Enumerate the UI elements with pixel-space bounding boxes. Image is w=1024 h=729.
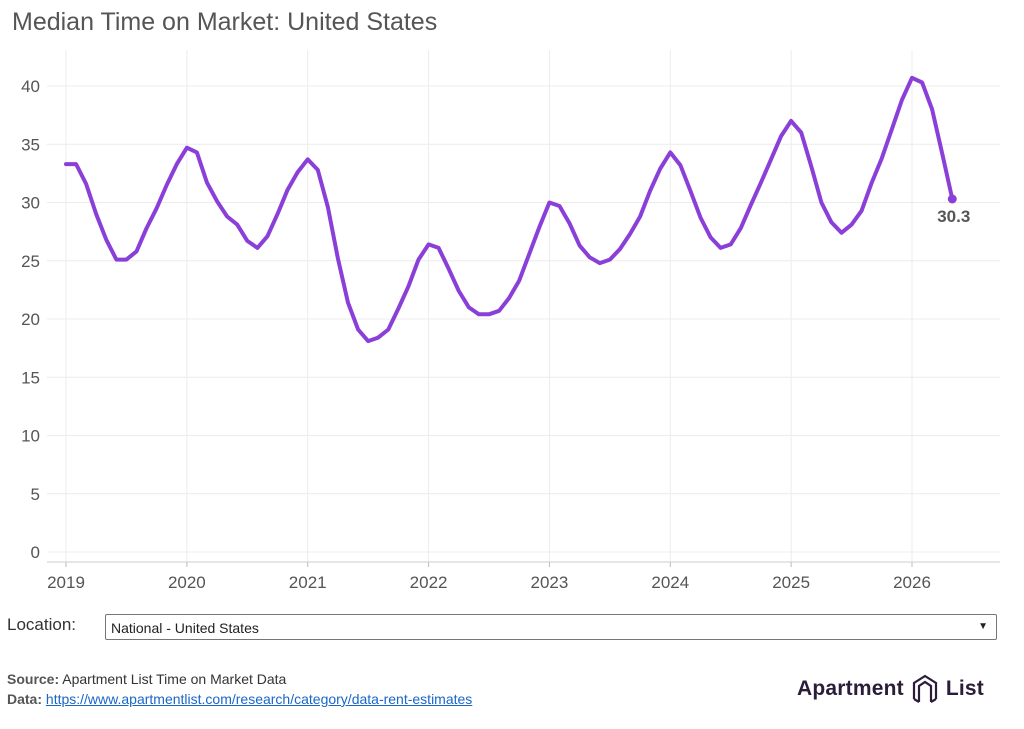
- x-tick-label: 2019: [47, 573, 85, 592]
- footer: Source: Apartment List Time on Market Da…: [7, 669, 472, 709]
- x-tick-label: 2025: [772, 573, 810, 592]
- y-tick-label: 5: [31, 485, 40, 504]
- apartment-list-logo-icon: [912, 674, 937, 703]
- end-point-marker: [947, 194, 957, 204]
- x-tick-label: 2020: [168, 573, 206, 592]
- x-tick-label: 2026: [893, 573, 931, 592]
- y-tick-label: 40: [21, 77, 40, 96]
- data-link[interactable]: https://www.apartmentlist.com/research/c…: [45, 691, 473, 707]
- brand-word-list: List: [945, 677, 984, 700]
- brand-word-apartment: Apartment: [797, 677, 904, 700]
- y-tick-label: 35: [21, 135, 40, 154]
- y-tick-label: 25: [21, 252, 40, 271]
- chevron-down-icon: ▼: [978, 621, 988, 632]
- location-label: Location:: [7, 615, 76, 634]
- source-line: Source: Apartment List Time on Market Da…: [7, 669, 472, 689]
- location-select[interactable]: National - United States ▼: [105, 614, 997, 640]
- y-tick-label: 15: [21, 368, 40, 387]
- x-tick-label: 2023: [531, 573, 569, 592]
- grid-layer: [47, 50, 1000, 562]
- y-tick-label: 20: [21, 310, 40, 329]
- source-text: Apartment List Time on Market Data: [62, 671, 287, 687]
- data-line: Data: https://www.apartmentlist.com/rese…: [7, 689, 472, 709]
- location-filter: Location: National - United States ▼: [7, 614, 1002, 642]
- source-label: Source:: [7, 671, 60, 687]
- end-value-label: 30.3: [937, 207, 970, 226]
- series-line: [64, 75, 955, 344]
- location-selected-value: National - United States: [111, 620, 259, 636]
- x-tick-label: 2022: [410, 573, 448, 592]
- series-layer: 30.3: [64, 75, 970, 344]
- y-tick-label: 10: [21, 427, 40, 446]
- brand-logo: Apartment List: [797, 672, 984, 706]
- x-tick-label: 2021: [289, 573, 327, 592]
- y-tick-label: 0: [31, 543, 40, 562]
- data-label: Data:: [7, 691, 43, 707]
- chart-title: Median Time on Market: United States: [12, 8, 438, 36]
- y-tick-label: 30: [21, 194, 40, 213]
- x-tick-label: 2024: [651, 573, 689, 592]
